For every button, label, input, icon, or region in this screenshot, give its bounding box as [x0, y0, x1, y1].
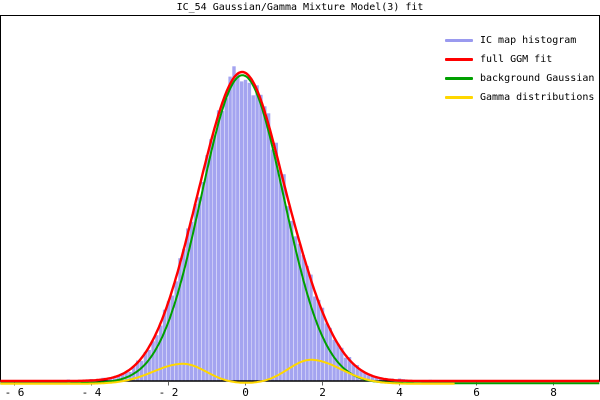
- histogram-bar: [332, 339, 336, 381]
- x-tick-label: - 6: [5, 386, 25, 399]
- histogram-swatch-line: [445, 39, 473, 42]
- histogram-bar: [278, 170, 282, 381]
- histogram-bar: [355, 365, 359, 381]
- x-axis-tick-labels: - 6 - 4 - 2 0 2 4 6 8: [5, 386, 557, 399]
- background-gaussian-swatch-line: [445, 77, 473, 80]
- histogram-bar: [340, 347, 344, 381]
- histogram-bars: [66, 66, 432, 382]
- curve-full-ggm-fit: [0, 70, 600, 383]
- histogram-bar: [159, 325, 163, 381]
- histogram-bar: [189, 221, 194, 381]
- histogram-bar: [232, 66, 236, 382]
- histogram-bar: [116, 375, 121, 381]
- legend-label: IC map histogram: [480, 35, 577, 46]
- histogram-bar: [224, 98, 228, 381]
- x-tick-label: 6: [473, 386, 480, 399]
- histogram-bar: [216, 110, 221, 382]
- histogram-bar: [162, 309, 167, 381]
- histogram-bar: [347, 357, 352, 381]
- legend: IC map histogram full GGM fit background…: [445, 31, 597, 107]
- histogram-bar: [328, 327, 332, 381]
- histogram-bar: [297, 243, 302, 381]
- x-tick-label: 8: [550, 386, 557, 399]
- histogram-bar: [109, 378, 113, 381]
- histogram-bar: [151, 341, 155, 381]
- chart-title: IC_54 Gaussian/Gamma Mixture Model(3) fi…: [176, 2, 424, 13]
- histogram-bar: [147, 349, 151, 381]
- legend-item-full-fit: full GGM fit: [445, 50, 597, 69]
- histogram-bar: [240, 81, 244, 382]
- legend-item-background-gaussian: background Gaussian: [445, 69, 597, 88]
- histogram-bar: [270, 149, 275, 381]
- histogram-bar: [274, 142, 278, 381]
- histogram-bar: [367, 375, 371, 381]
- histogram-bar: [247, 82, 252, 382]
- histogram-bar: [124, 371, 128, 381]
- histogram-bar: [186, 228, 190, 381]
- legend-label: full GGM fit: [480, 54, 553, 65]
- histogram-bar: [120, 373, 124, 381]
- histogram-bar: [112, 378, 117, 381]
- histogram-bar: [205, 155, 209, 381]
- histogram-bar: [236, 73, 240, 382]
- histogram-bar: [286, 206, 290, 381]
- histogram-bar: [166, 301, 171, 381]
- histogram-bar: [293, 236, 298, 381]
- full-fit-swatch-line: [445, 58, 473, 61]
- histogram-bar: [309, 274, 313, 381]
- histogram-bar: [282, 174, 286, 381]
- histogram-bar: [197, 197, 201, 381]
- histogram-bar: [301, 255, 305, 381]
- legend-item-gamma-distributions: Gamma distributions: [445, 88, 597, 107]
- histogram-bar: [259, 94, 263, 382]
- histogram-bar: [170, 295, 174, 381]
- x-tick-label: 2: [319, 386, 326, 399]
- histogram-bar: [228, 76, 232, 381]
- histogram-bar: [370, 375, 375, 381]
- x-tick-label: - 4: [82, 386, 102, 399]
- histogram-bar: [251, 95, 255, 382]
- x-tick-label: 4: [396, 386, 403, 399]
- histogram-bar: [320, 307, 325, 381]
- histogram-bar: [266, 113, 271, 382]
- histogram-bar: [317, 299, 321, 381]
- histogram-bar: [351, 363, 355, 381]
- histogram-bar: [201, 182, 205, 381]
- gamma-distributions-swatch-line: [445, 96, 473, 99]
- x-tick-label: - 2: [159, 386, 179, 399]
- histogram-bar: [182, 248, 186, 381]
- x-tick-label: 0: [242, 386, 249, 399]
- histogram-bar: [313, 296, 317, 381]
- histogram-bar: [305, 265, 309, 381]
- histogram-bar: [155, 335, 159, 381]
- legend-label: Gamma distributions: [480, 92, 595, 103]
- legend-label: background Gaussian: [480, 73, 595, 84]
- histogram-bar: [263, 106, 267, 382]
- histogram-bar: [143, 352, 148, 381]
- histogram-bar: [324, 323, 329, 381]
- curve-gamma-distributions: [0, 358, 455, 385]
- histogram-bar: [220, 111, 225, 381]
- histogram-bar: [193, 203, 198, 381]
- histogram-bar: [255, 85, 259, 382]
- histogram-bar: [363, 372, 367, 381]
- histogram-bar: [243, 79, 248, 382]
- histogram-bar: [178, 258, 182, 381]
- histogram-bar: [174, 281, 178, 381]
- histogram-bar: [290, 220, 294, 381]
- histogram-bar: [359, 370, 363, 381]
- histogram-bar: [139, 360, 144, 381]
- histogram-bar: [213, 134, 217, 381]
- histogram-bar: [374, 378, 379, 381]
- histogram-bar: [209, 139, 213, 381]
- legend-item-histogram: IC map histogram: [445, 31, 597, 50]
